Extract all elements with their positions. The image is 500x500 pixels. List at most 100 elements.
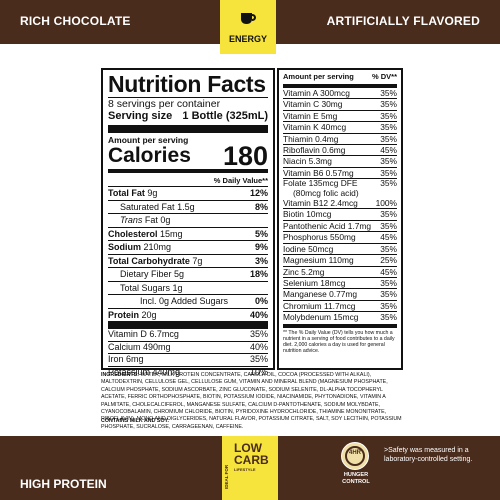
- nutrient-label: Total Carbohydrate: [108, 255, 190, 266]
- supplement-rows-2: Vitamin B12 2.4mcg 100% Biotin 10mcg 35% Pan…: [283, 198, 397, 322]
- vitamin-label: Potassium 440mg: [108, 367, 181, 378]
- divider: [108, 321, 268, 329]
- nutrient-amount: 5g: [174, 269, 185, 279]
- supplement-label: Zinc 5.2mg: [283, 266, 325, 277]
- nutrition-facts-panel: Nutrition Facts 8 servings per container…: [101, 68, 275, 377]
- nutrition-facts-title: Nutrition Facts: [108, 71, 266, 97]
- flavor-label: RICH CHOCOLATE: [20, 14, 131, 28]
- supplement-label: Vitamin B12 2.4mcg: [283, 198, 358, 209]
- nutrient-pct: 0%: [254, 296, 268, 306]
- divider: [108, 97, 268, 98]
- daily-value-header: % Daily Value**: [213, 176, 268, 185]
- folate-line-1: Folate 135mcg DFE: [283, 178, 358, 189]
- supplement-pct: 45%: [380, 145, 397, 156]
- vitamin-pct: 10%: [249, 367, 268, 378]
- supplement-pct: 35%: [380, 99, 397, 110]
- energy-badge: ENERGY: [220, 0, 276, 54]
- supplement-label: Chromium 11.7mcg: [283, 300, 356, 311]
- supplement-row: Vitamin E 5mg 35%: [283, 109, 397, 121]
- nutrient-label: Saturated Fat: [120, 201, 175, 212]
- supplement-pct: 35%: [380, 156, 397, 167]
- supplement-header: Amount per serving % DV**: [283, 72, 397, 88]
- supplement-label: Riboflavin 0.6mg: [283, 145, 346, 156]
- nutrient-label: Incl. 0g Added Sugars: [140, 296, 229, 306]
- nutrient-row: Protein 20g 40%: [108, 307, 268, 322]
- nutrient-amount: 1.5g: [177, 201, 195, 212]
- nutrient-pct: 18%: [249, 269, 268, 279]
- nutrient-label: Dietary Fiber: [120, 269, 172, 279]
- nutrient-pct: 12%: [249, 188, 268, 198]
- coffee-cup-icon: [241, 13, 256, 24]
- supplement-pct: 25%: [380, 255, 397, 266]
- supplement-label: Pantothenic Acid 1.7mg: [283, 220, 371, 231]
- supplement-row-folate: Folate 135mcg DFE (80mcg folic acid) 35%: [283, 178, 397, 198]
- dv-footnote: ** The % Daily Value (DV) tells you how …: [283, 323, 397, 354]
- low-carb-badge-sub: LIFESTYLE: [234, 467, 256, 472]
- vitamin-pct: 35%: [249, 354, 268, 365]
- nutrient-pct: 3%: [254, 255, 268, 266]
- allergen-statement: CONTAINS MILK AND SOY.: [101, 418, 169, 424]
- supplement-pct: 45%: [380, 232, 397, 243]
- supplement-pct: 45%: [380, 266, 397, 277]
- nutrient-row: Saturated Fat 1.5g 8%: [108, 199, 268, 214]
- supplement-row: Vitamin C 30mg 35%: [283, 98, 397, 109]
- vitamin-label: Vitamin D 6.7mcg: [108, 329, 179, 339]
- supplement-row: Magnesium 110mg 25%: [283, 254, 397, 265]
- supplement-row: Phosphorus 550mg 45%: [283, 231, 397, 242]
- supplement-label: Molybdenum 15mcg: [283, 312, 359, 323]
- vitamin-pct: 40%: [249, 341, 268, 352]
- ingredients-label: INGREDIENTS:: [101, 372, 139, 378]
- hunger-caption: HUNGER CONTROL: [342, 472, 370, 485]
- supplement-pct: 35%: [380, 289, 397, 300]
- supplement-label: Thiamin 0.4mg: [283, 133, 339, 144]
- supplement-row: Selenium 18mcg 35%: [283, 276, 397, 288]
- supplement-label: Manganese 0.77mg: [283, 289, 358, 300]
- nutrient-pct: 8%: [254, 201, 268, 212]
- supplement-label: Phosphorus 550mg: [283, 232, 356, 243]
- hunger-control-badge: 4HR HUNGER CONTROL: [336, 442, 376, 496]
- supplement-row: Biotin 10mcg 35%: [283, 208, 397, 219]
- supplement-pct: 35%: [380, 167, 397, 178]
- nutrient-label: Protein: [108, 309, 140, 320]
- vitamin-row: Vitamin D 6.7mcg 35%: [108, 329, 268, 341]
- supplement-label: Selenium 18mcg: [283, 277, 346, 288]
- supplement-row: Iodine 50mcg 35%: [283, 242, 397, 254]
- supplement-row: Vitamin B12 2.4mcg 100%: [283, 198, 397, 208]
- supplement-label: Biotin 10mcg: [283, 209, 332, 220]
- high-protein-label: HIGH PROTEIN: [20, 477, 107, 491]
- supplement-pct: 35%: [380, 133, 397, 144]
- supplement-label: Niacin 5.3mg: [283, 156, 332, 167]
- vitamin-row: Potassium 440mg 10%: [108, 366, 268, 379]
- serving-size-value: 1 Bottle (325mL): [182, 110, 268, 122]
- nutrient-amount: 1g: [172, 282, 183, 293]
- vitamin-pct: 35%: [249, 329, 268, 339]
- supplement-pct: 35%: [380, 209, 397, 220]
- nutrient-label: Total Sugars: [120, 282, 171, 293]
- nutrient-row: Cholesterol 15mg 5%: [108, 226, 268, 241]
- nutrient-amount: 9g: [147, 188, 158, 198]
- supplement-label: Vitamin K 40mcg: [283, 122, 347, 133]
- supplement-label: Iodine 50mcg: [283, 243, 334, 254]
- supplement-label: Vitamin C 30mg: [283, 99, 343, 110]
- clock-ring-icon: [345, 446, 365, 466]
- nutrient-row: Total Fat 9g 12%: [108, 186, 268, 200]
- calories-row: Calories 180: [108, 143, 268, 170]
- supplement-pct: 100%: [375, 198, 397, 209]
- vitamins-minerals-panel: Amount per serving % DV** Vitamin A 300m…: [277, 68, 403, 370]
- supplement-row: Thiamin 0.4mg 35%: [283, 132, 397, 144]
- supplement-label: Vitamin A 300mcg: [283, 88, 350, 98]
- supplement-pct: 35%: [380, 122, 397, 133]
- supplement-label: Magnesium 110mg: [283, 255, 354, 266]
- nutrient-row: Dietary Fiber 5g 18%: [108, 267, 268, 281]
- supplement-pct: 35%: [380, 277, 397, 288]
- flavor-note: ARTIFICIALLY FLAVORED: [326, 14, 480, 28]
- supplement-pct: 35%: [380, 243, 397, 254]
- nutrient-label: Trans: [120, 215, 143, 225]
- supplement-rows: Vitamin A 300mcg 35% Vitamin C 30mg 35% Vita…: [283, 88, 397, 178]
- ingredients-text: INGREDIENTS: WATER, MILK PROTEIN CONCENT…: [101, 372, 403, 431]
- supplement-row: Niacin 5.3mg 35%: [283, 155, 397, 166]
- supplement-pct: 35%: [380, 88, 397, 98]
- ingredients-list: WATER, MILK PROTEIN CONCENTRATE, CANOLA …: [101, 372, 402, 430]
- divider: [108, 125, 268, 133]
- nutrient-label: Total Fat: [108, 188, 145, 198]
